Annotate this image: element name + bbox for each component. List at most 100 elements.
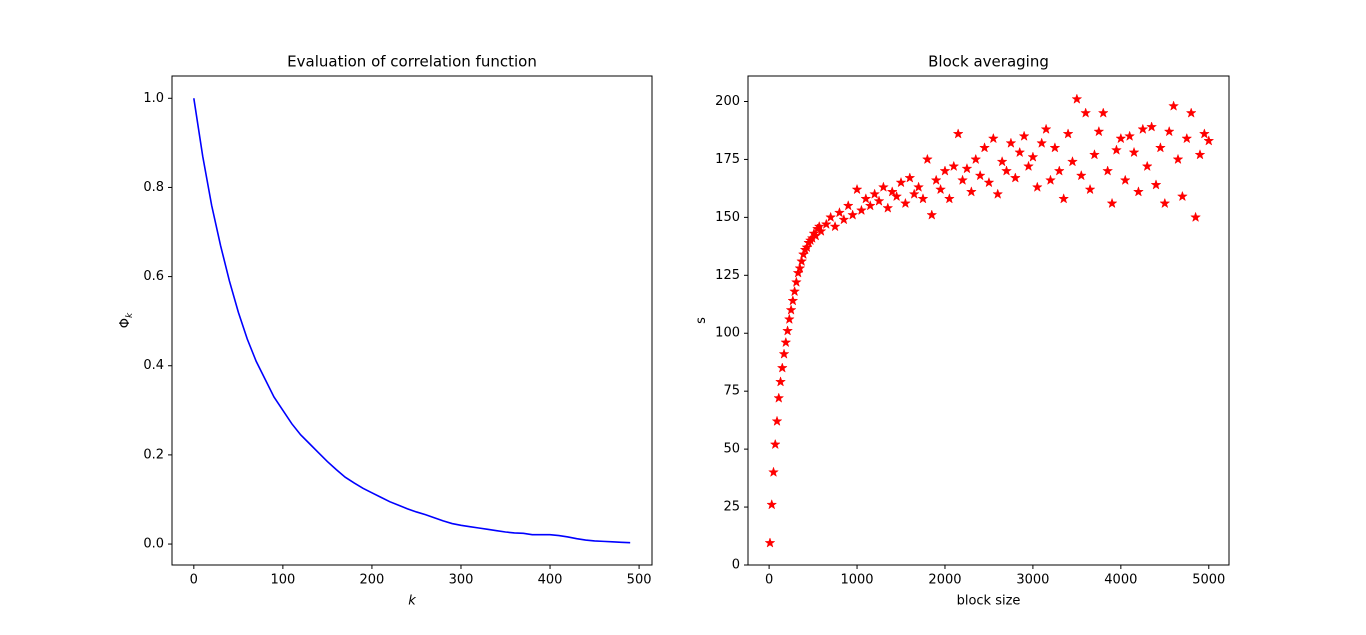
y-tick-label: 0.2	[143, 447, 164, 462]
data-point	[1088, 149, 1100, 160]
data-point	[780, 336, 792, 348]
data-point	[908, 188, 920, 199]
y-tick-label: 25	[723, 500, 740, 515]
data-point	[1018, 130, 1030, 141]
y-axis-label: s	[694, 317, 709, 324]
data-point	[895, 176, 907, 188]
y-tick-label: 50	[723, 442, 740, 457]
data-point	[773, 392, 785, 403]
data-point	[1001, 165, 1013, 176]
data-point	[1053, 165, 1065, 176]
data-point	[769, 438, 781, 450]
y-tick-label: 75	[723, 384, 740, 399]
data-point	[952, 128, 964, 139]
data-point	[778, 348, 790, 359]
x-tick-label: 5000	[1192, 573, 1225, 588]
x-axis-label: block size	[957, 594, 1021, 609]
data-point	[1071, 93, 1083, 104]
data-point	[943, 193, 955, 204]
data-point	[1150, 179, 1162, 190]
data-point	[869, 188, 881, 199]
data-point	[1159, 197, 1171, 209]
data-point	[965, 186, 977, 197]
x-tick-label: 0	[190, 573, 198, 588]
data-point	[776, 362, 788, 373]
x-tick-label: 2000	[928, 573, 961, 588]
data-point	[983, 176, 995, 188]
data-point	[979, 142, 991, 153]
x-tick-label: 500	[627, 573, 652, 588]
data-point	[957, 174, 969, 185]
data-point	[860, 193, 872, 204]
data-point	[1084, 183, 1096, 195]
data-point	[1163, 125, 1175, 137]
data-point	[1176, 190, 1188, 202]
data-point	[961, 162, 973, 174]
data-point	[766, 498, 778, 510]
data-point	[775, 376, 787, 387]
y-tick-label: 0.0	[143, 537, 164, 552]
data-point	[1014, 146, 1026, 158]
data-point	[1190, 211, 1202, 223]
data-point	[790, 276, 802, 287]
data-point	[820, 218, 832, 229]
x-axis-label: k	[408, 594, 416, 609]
data-point	[838, 213, 850, 225]
x-tick-label: 4000	[1104, 573, 1137, 588]
data-point	[1146, 121, 1158, 132]
data-point	[833, 206, 845, 218]
data-point	[930, 174, 942, 185]
data-point	[1128, 146, 1140, 158]
data-line	[193, 98, 631, 544]
axes-frame	[171, 75, 653, 566]
data-point	[886, 186, 898, 197]
y-axis-label-main: Φ	[118, 318, 133, 328]
data-point	[948, 160, 960, 172]
data-point	[1005, 137, 1017, 148]
data-point	[787, 295, 799, 306]
data-point	[992, 188, 1004, 199]
y-tick-label: 0.4	[143, 358, 164, 373]
y-axis-label-sub: k	[125, 312, 135, 318]
y-tick-label: 175	[715, 152, 740, 167]
data-point	[996, 155, 1008, 167]
data-point	[1181, 132, 1193, 144]
data-point	[1102, 165, 1114, 176]
data-point	[794, 262, 806, 274]
data-point	[1110, 144, 1122, 155]
data-point	[789, 285, 801, 297]
y-axis-label: Φk	[118, 312, 135, 328]
x-tick-label: 100	[270, 573, 295, 588]
data-point	[847, 209, 859, 220]
data-point	[899, 197, 911, 209]
data-point	[877, 181, 889, 192]
data-point	[1075, 169, 1087, 181]
data-point	[796, 255, 808, 267]
data-point	[970, 153, 982, 165]
data-point	[917, 193, 929, 204]
y-tick-label: 200	[715, 94, 740, 109]
data-point	[855, 204, 867, 216]
data-point	[1097, 107, 1109, 118]
data-point	[768, 466, 779, 477]
axes-frame	[747, 75, 1230, 566]
data-point	[1115, 132, 1127, 144]
x-tick-label: 300	[449, 573, 474, 588]
data-point	[1093, 125, 1105, 137]
x-tick-label: 200	[360, 573, 385, 588]
data-point	[1137, 123, 1149, 134]
y-tick-label: 0	[732, 558, 740, 573]
x-tick-label: 0	[765, 573, 773, 588]
data-point	[1185, 107, 1197, 118]
y-tick-label: 150	[715, 210, 740, 225]
data-point	[1027, 151, 1039, 162]
data-point	[873, 195, 885, 206]
data-point	[764, 537, 776, 548]
data-point	[1132, 186, 1144, 197]
data-point	[842, 200, 854, 211]
y-tick-label: 100	[715, 326, 740, 341]
data-point	[926, 209, 938, 220]
data-point	[1049, 142, 1061, 153]
data-point	[815, 225, 827, 236]
